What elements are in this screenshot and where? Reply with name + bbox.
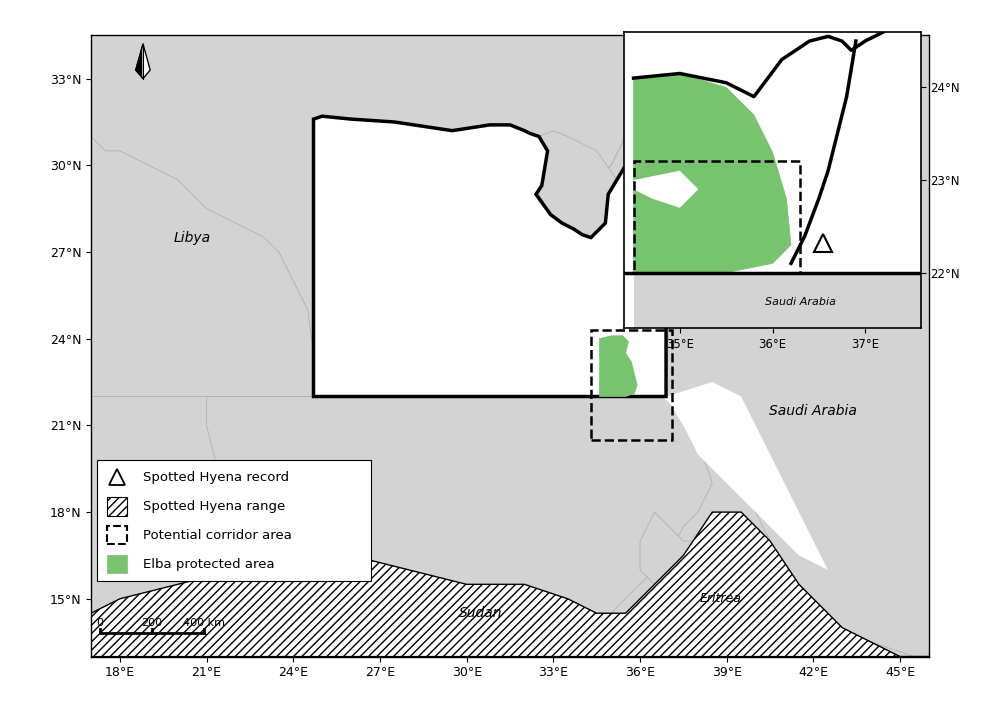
Bar bbox=[107, 526, 127, 544]
Text: Sudan: Sudan bbox=[459, 606, 503, 621]
Polygon shape bbox=[600, 336, 628, 353]
Polygon shape bbox=[634, 171, 698, 208]
Text: Elba protected area: Elba protected area bbox=[143, 558, 275, 570]
Polygon shape bbox=[0, 35, 314, 397]
Polygon shape bbox=[847, 41, 921, 273]
Polygon shape bbox=[600, 339, 637, 397]
Bar bbox=[634, 162, 800, 273]
Text: Potential corridor area: Potential corridor area bbox=[143, 529, 292, 542]
Bar bbox=[107, 555, 127, 573]
Text: 200: 200 bbox=[141, 618, 162, 628]
Polygon shape bbox=[634, 273, 921, 328]
Text: Saudi Arabia: Saudi Arabia bbox=[765, 297, 836, 307]
Polygon shape bbox=[634, 73, 791, 273]
Polygon shape bbox=[207, 397, 712, 706]
Text: Spotted Hyena record: Spotted Hyena record bbox=[143, 471, 289, 484]
Polygon shape bbox=[91, 512, 929, 657]
Polygon shape bbox=[143, 44, 150, 78]
Polygon shape bbox=[791, 32, 921, 273]
Polygon shape bbox=[533, 180, 828, 570]
Text: Saudi Arabia: Saudi Arabia bbox=[769, 404, 857, 418]
Polygon shape bbox=[640, 512, 813, 657]
Text: 0: 0 bbox=[96, 618, 103, 628]
Polygon shape bbox=[597, 35, 943, 657]
Text: 400 km: 400 km bbox=[183, 618, 225, 628]
Polygon shape bbox=[136, 44, 143, 78]
Bar bbox=[107, 497, 127, 515]
Bar bbox=[97, 460, 371, 582]
Polygon shape bbox=[591, 49, 770, 397]
Bar bbox=[591, 330, 672, 440]
Polygon shape bbox=[533, 131, 617, 252]
Text: Eritrea: Eritrea bbox=[700, 592, 742, 605]
Text: Libya: Libya bbox=[174, 231, 211, 244]
Polygon shape bbox=[314, 116, 669, 397]
Text: Spotted Hyena range: Spotted Hyena range bbox=[143, 500, 285, 513]
